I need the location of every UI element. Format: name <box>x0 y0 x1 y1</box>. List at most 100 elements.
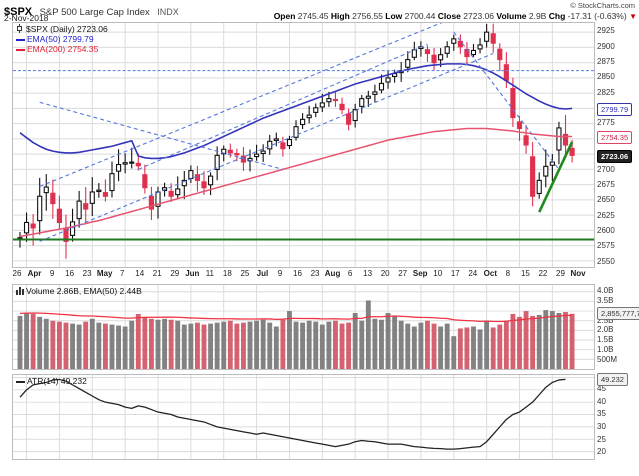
price-y-tick: 2625 <box>597 210 615 220</box>
atr-swatch-icon <box>16 380 25 383</box>
atr-y-tick: 40 <box>597 396 606 406</box>
open-label: Open <box>273 11 296 21</box>
date-axis-day-tick: 8 <box>505 269 511 278</box>
price-y-tick: 2675 <box>597 179 615 189</box>
open-value: 2745.45 <box>297 11 329 21</box>
date-axis-day-tick: 29 <box>170 269 180 278</box>
price-y-tick: 2825 <box>597 87 615 97</box>
date-axis-month-tick: Oct <box>483 269 498 278</box>
date-axis-day-tick: 29 <box>556 269 565 278</box>
atr-legend: ATR(14) 49.232 <box>16 376 87 386</box>
volume-y-tick: 1.5B <box>597 335 614 345</box>
atr-y-tick: 25 <box>597 434 606 444</box>
date-axis-month-tick: Jun <box>185 269 200 278</box>
low-value: 2700.44 <box>404 11 436 21</box>
chg-value: -17.31 (-0.63%) <box>567 11 627 21</box>
ema200-legend-text: EMA(200) 2754.35 <box>27 44 99 54</box>
price-y-tick: 2600 <box>597 226 615 236</box>
volume-y-tick: 2.5B <box>597 315 614 325</box>
price-y-tick: 2775 <box>597 118 615 128</box>
high-value: 2756.55 <box>352 11 383 21</box>
date-axis-day-tick: 14 <box>135 269 145 278</box>
date-axis-month-tick: Aug <box>324 269 341 278</box>
last-close-value-flag: 2723.06 <box>597 150 633 164</box>
chg-label: Chg <box>548 11 566 21</box>
price-panel <box>12 22 595 268</box>
ticker-symbol: $SPX <box>4 6 33 18</box>
ema50-swatch-icon <box>16 38 25 41</box>
stockcharts-credit: © StockCharts.com <box>570 1 635 10</box>
date-axis-day-tick: 21 <box>152 269 162 278</box>
price-plot <box>13 23 594 267</box>
price-y-tick: 2900 <box>597 41 615 51</box>
quote-date: 2-Nov-2018 <box>4 13 49 23</box>
chart-header: $SPX S&P 500 Large Cap Index INDX 2-Nov-… <box>0 0 639 23</box>
volume-plot <box>13 285 594 369</box>
atr-y-tick: 20 <box>597 447 606 457</box>
date-axis-day-tick: 27 <box>398 269 408 278</box>
price-y-tick: 2575 <box>597 241 615 251</box>
price-legend-ema50: EMA(50) 2799.79 <box>16 34 108 44</box>
price-y-tick: 2650 <box>597 195 615 205</box>
price-legend-ema200: EMA(200) 2754.35 <box>16 44 108 54</box>
atr-panel <box>12 374 595 460</box>
date-axis-day-tick: 22 <box>538 269 548 278</box>
price-y-tick: 2550 <box>597 256 615 266</box>
date-axis-day-tick: 17 <box>450 269 460 278</box>
atr-y-tick: 35 <box>597 409 606 419</box>
date-axis-day-tick: 9 <box>49 269 55 278</box>
date-axis-day-tick: 23 <box>310 269 320 278</box>
price-legend-main-text: $SPX (Daily) 2723.06 <box>26 24 108 34</box>
exchange-code: INDX <box>157 7 179 17</box>
date-axis-month-tick: Jul <box>256 269 269 278</box>
candlestick-icon <box>16 24 24 33</box>
date-axis-day-tick: 7 <box>119 269 125 278</box>
price-y-tick: 2850 <box>597 72 615 82</box>
date-axis-day-tick: 9 <box>277 269 283 278</box>
index-name: S&P 500 Large Cap Index <box>39 7 150 18</box>
ohlc-summary: Open 2745.45 High 2756.55 Low 2700.44 Cl… <box>274 11 637 21</box>
low-label: Low <box>385 11 403 21</box>
atr-value-flag: 49.232 <box>597 373 628 387</box>
volume-y-tick: 1.0B <box>597 345 614 355</box>
price-y-tick: 2925 <box>597 26 615 36</box>
volume-value: 2.9B <box>528 11 547 21</box>
ema50-value-flag: 2799.79 <box>597 103 633 117</box>
date-axis-day-tick: 16 <box>65 269 75 278</box>
date-axis-day-tick: 16 <box>293 269 302 278</box>
atr-legend-text: ATR(14) 49.232 <box>27 376 87 386</box>
close-value: 2723.06 <box>463 11 495 21</box>
date-axis-day-tick: 25 <box>240 269 250 278</box>
price-y-tick: 2700 <box>597 164 615 174</box>
date-axis-day-tick: 24 <box>468 269 478 278</box>
volume-value-flag: 2,855,777,7 <box>597 307 639 321</box>
date-axis-day-tick: 13 <box>363 269 373 278</box>
date-axis-day-tick: 18 <box>222 269 232 278</box>
date-axis-month-tick: Apr <box>27 269 42 278</box>
volume-y-tick: 3.5B <box>597 295 614 305</box>
date-axis: 26 Apr 9 16 23 May 7 14 21 29 Jun 11 18 25 Jul 9 16 23 Aug… <box>0 270 639 284</box>
volume-bars-icon <box>16 287 24 295</box>
price-legend-main: $SPX (Daily) 2723.06 <box>16 24 108 34</box>
date-axis-month-tick: Nov <box>570 269 586 278</box>
date-axis-month-tick: May <box>96 269 113 278</box>
high-label: High <box>330 11 350 21</box>
volume-y-tick: 2.0B <box>597 325 614 335</box>
volume-legend: Volume 2.86B, EMA(50) 2.44B <box>16 286 142 296</box>
date-axis-month-tick: Sep <box>412 269 428 278</box>
volume-label: Volume <box>496 11 527 21</box>
volume-legend-text: Volume 2.86B, EMA(50) 2.44B <box>26 286 142 296</box>
volume-y-tick: 4.0B <box>597 285 614 295</box>
date-axis-day-tick: 23 <box>82 269 92 278</box>
volume-y-tick: 500M <box>597 355 618 365</box>
close-label: Close <box>437 11 461 21</box>
ema50-legend-text: EMA(50) 2799.79 <box>27 34 94 44</box>
symbol-line: $SPX S&P 500 Large Cap Index INDX <box>4 2 179 20</box>
price-y-tick: 2875 <box>597 56 615 66</box>
atr-y-tick: 45 <box>597 384 606 394</box>
volume-panel <box>12 284 595 370</box>
ema200-swatch-icon <box>16 48 25 51</box>
date-axis-day-tick: 20 <box>380 269 390 278</box>
atr-plot <box>13 375 594 459</box>
